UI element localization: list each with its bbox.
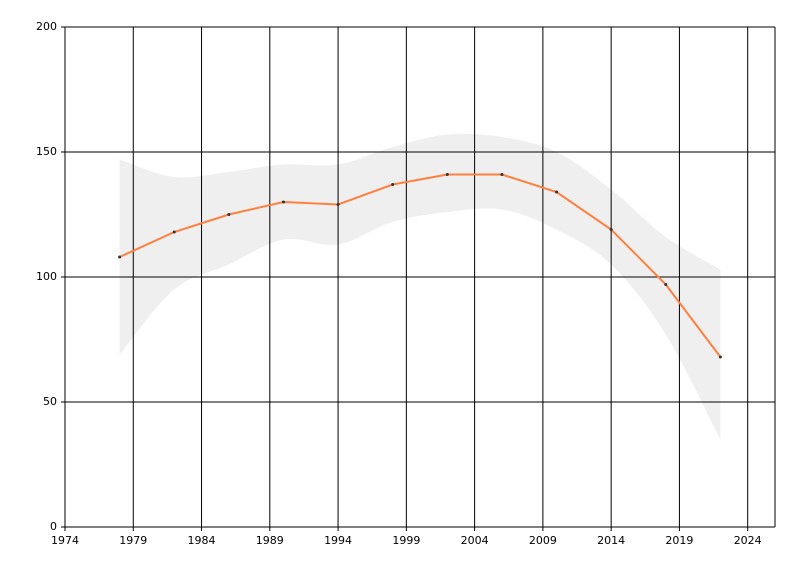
- point: [172, 230, 176, 234]
- y-tick-label: 0: [50, 520, 57, 533]
- x-tick-label: 2004: [461, 534, 489, 547]
- x-tick-label: 1989: [256, 534, 284, 547]
- y-tick-label: 150: [36, 145, 57, 158]
- point: [227, 213, 231, 216]
- x-tick-label: 2024: [734, 534, 762, 547]
- x-tick-label: 1999: [392, 534, 420, 547]
- y-tick-label: 50: [43, 395, 57, 408]
- point: [500, 173, 504, 176]
- x-tick-label: 1994: [324, 534, 352, 547]
- x-tick-label: 2019: [665, 534, 693, 547]
- point: [555, 190, 559, 194]
- x-tick-label: 1979: [119, 534, 147, 547]
- point: [609, 228, 613, 231]
- x-tick-label: 2014: [597, 534, 625, 547]
- line: [119, 173, 722, 358]
- point: [445, 173, 449, 176]
- point: [664, 283, 668, 286]
- point: [336, 203, 340, 206]
- point: [718, 355, 722, 359]
- point: [391, 183, 395, 186]
- y-tick-label: 200: [36, 20, 57, 33]
- point: [281, 200, 285, 204]
- x-tick-label: 2009: [529, 534, 557, 547]
- x-tick-label: 1984: [188, 534, 216, 547]
- x-tick-label: 1974: [51, 534, 79, 547]
- y-tick-label: 100: [36, 270, 57, 283]
- point: [118, 255, 122, 259]
